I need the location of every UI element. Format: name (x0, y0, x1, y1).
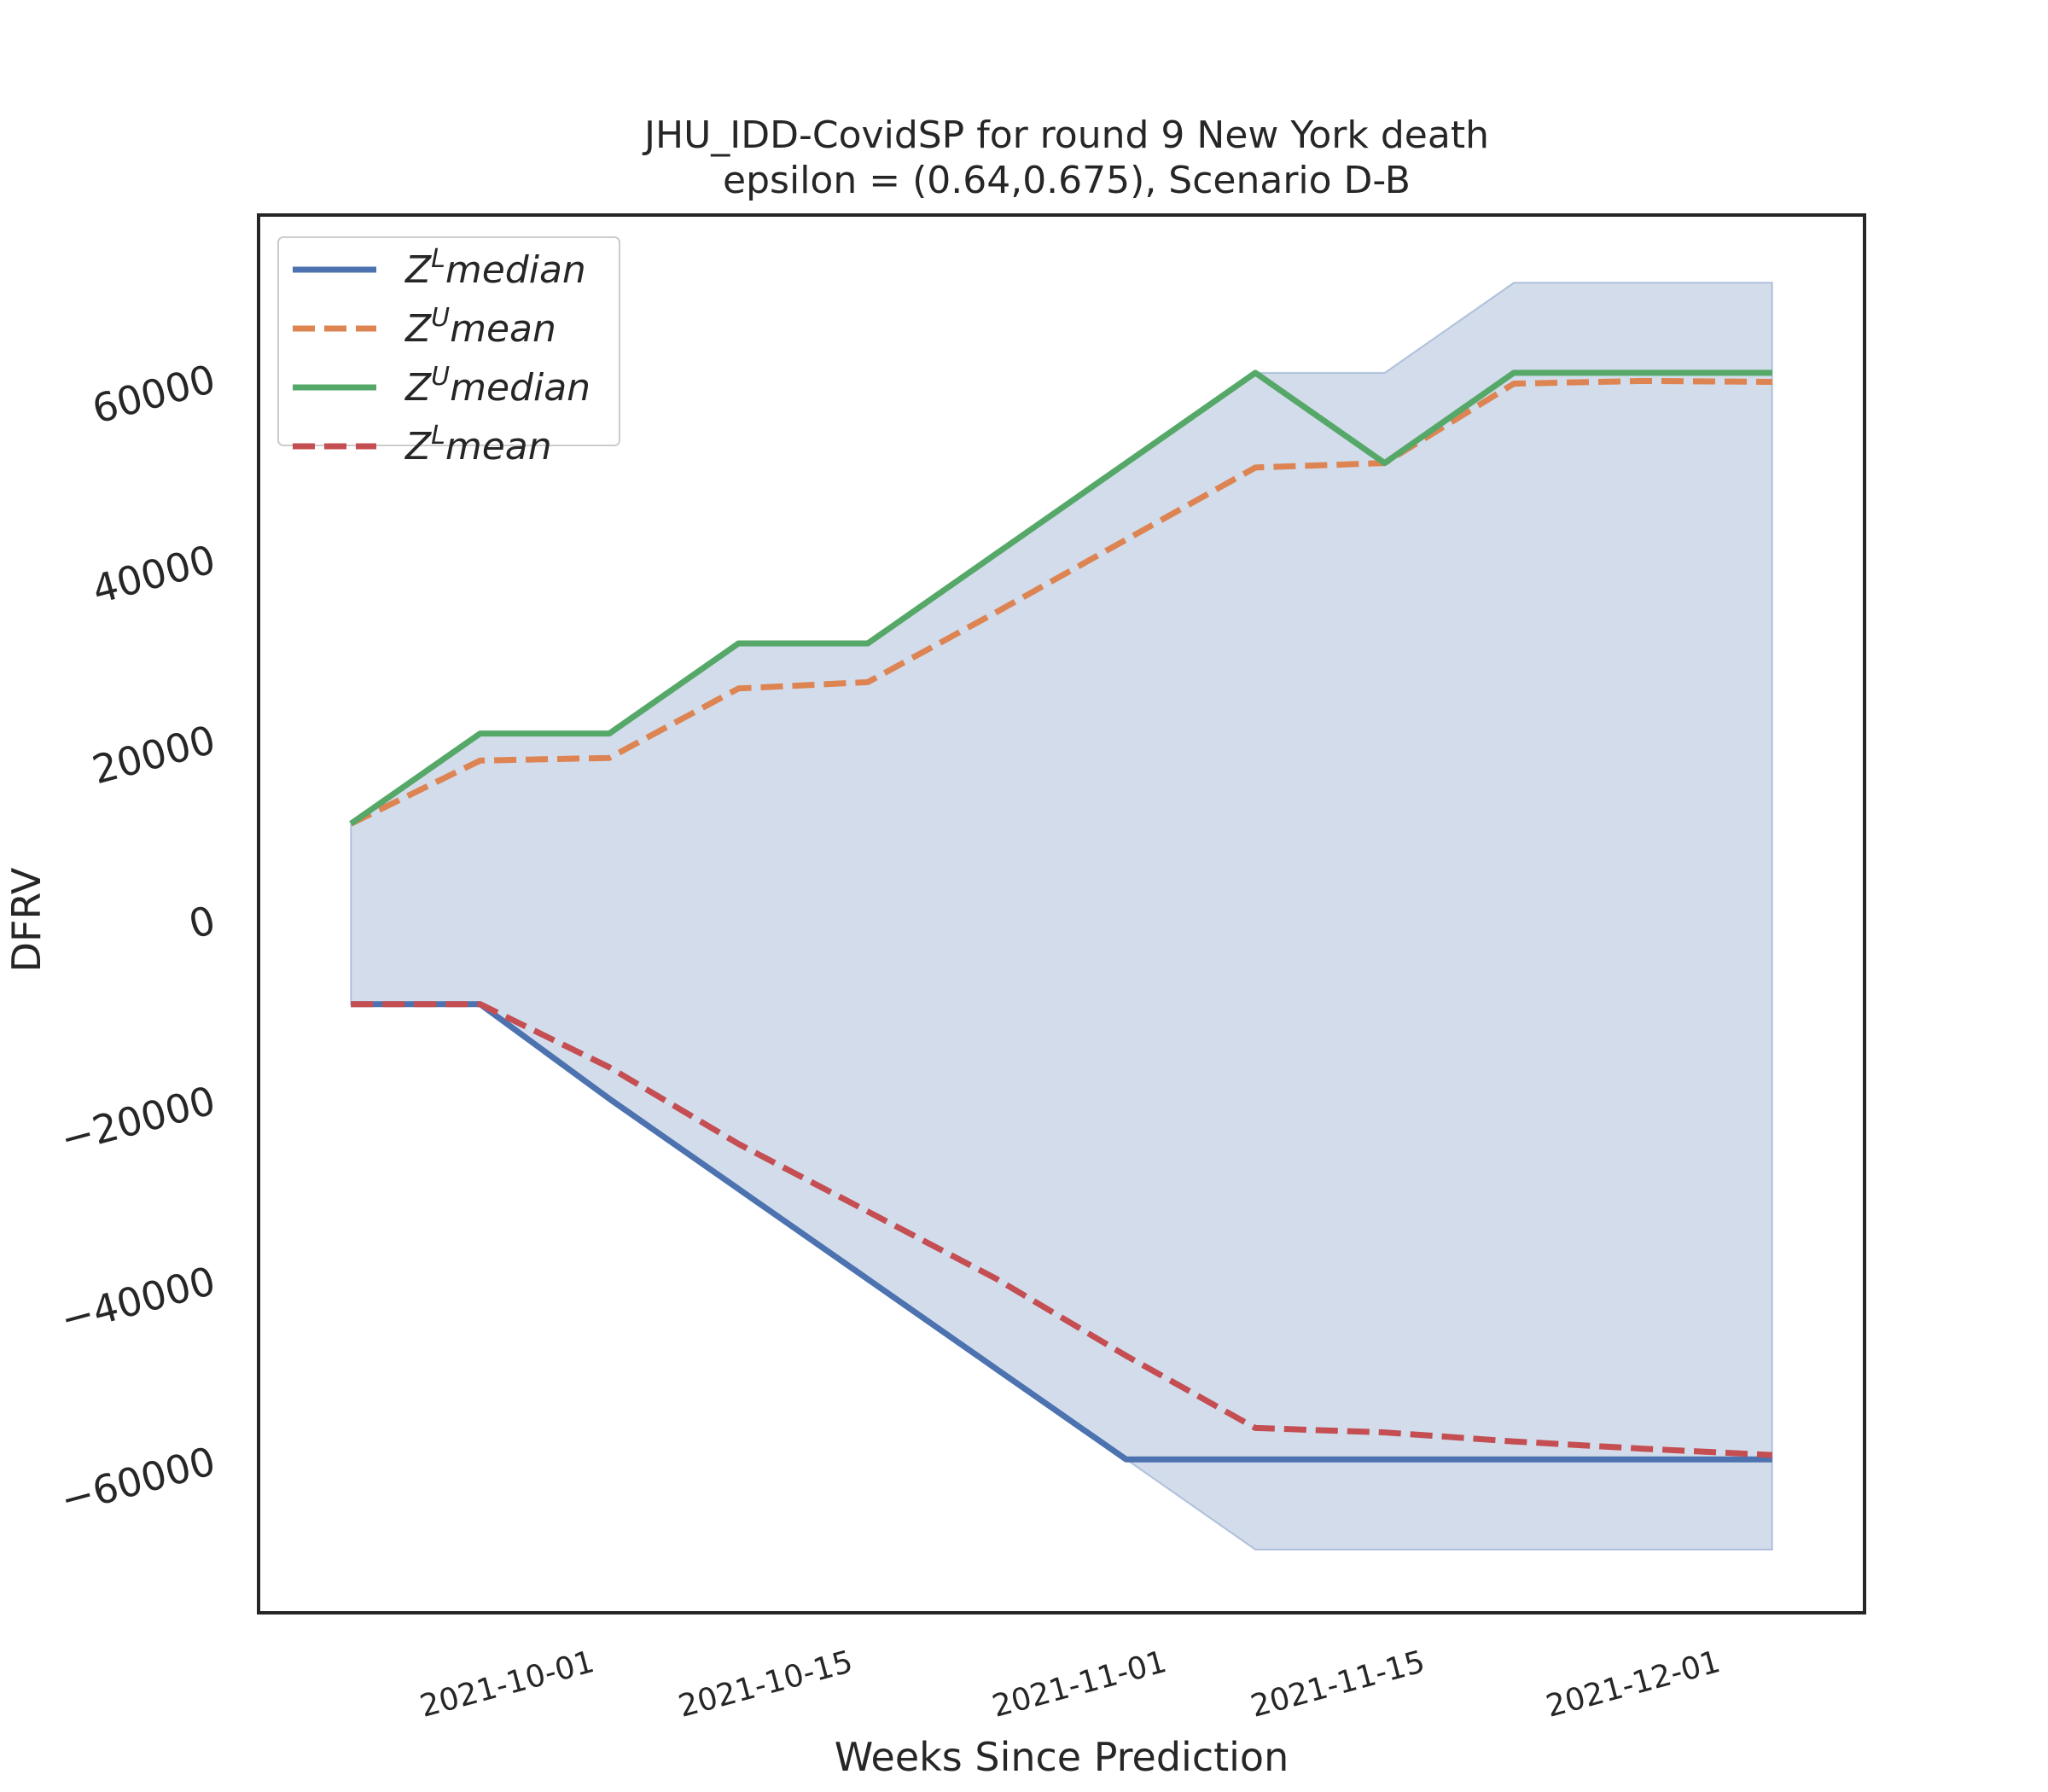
y-axis-label: DFRV (3, 867, 49, 972)
legend-label-3: ZLmean (404, 421, 552, 468)
y-tick-label: −40000 (55, 1257, 220, 1342)
x-tick-label: 2021-11-15 (1247, 1644, 1428, 1725)
y-tick-label: 60000 (88, 356, 220, 433)
chart-subtitle: epsilon = (0.64,0.675), Scenario D-B (723, 159, 1411, 202)
y-tick-label: −20000 (55, 1077, 220, 1162)
uncertainty-band (351, 282, 1772, 1550)
x-tick-label: 2021-10-01 (416, 1644, 598, 1725)
y-tick-label: 20000 (88, 716, 220, 793)
legend: ZLmedianZUmeanZUmedianZLmean (278, 237, 620, 468)
x-tick-label: 2021-12-01 (1543, 1644, 1725, 1725)
y-axis: 60000 40000 20000 0 −20000 −40000 −60000 (55, 356, 220, 1523)
y-tick-label: −60000 (55, 1438, 220, 1523)
chart-title: JHU_IDD-CovidSP for round 9 New York dea… (642, 113, 1489, 157)
x-axis-label: Weeks Since Prediction (835, 1734, 1289, 1780)
x-tick-label: 2021-10-15 (675, 1644, 857, 1725)
legend-label-1: ZUmean (404, 303, 556, 351)
y-tick-label: 40000 (88, 536, 220, 613)
plot-area (351, 282, 1772, 1550)
x-axis: 2021-10-01 2021-10-15 2021-11-01 2021-11-15… (416, 1644, 1724, 1725)
x-tick-label: 2021-11-01 (989, 1644, 1171, 1725)
y-tick-label: 0 (184, 897, 220, 948)
